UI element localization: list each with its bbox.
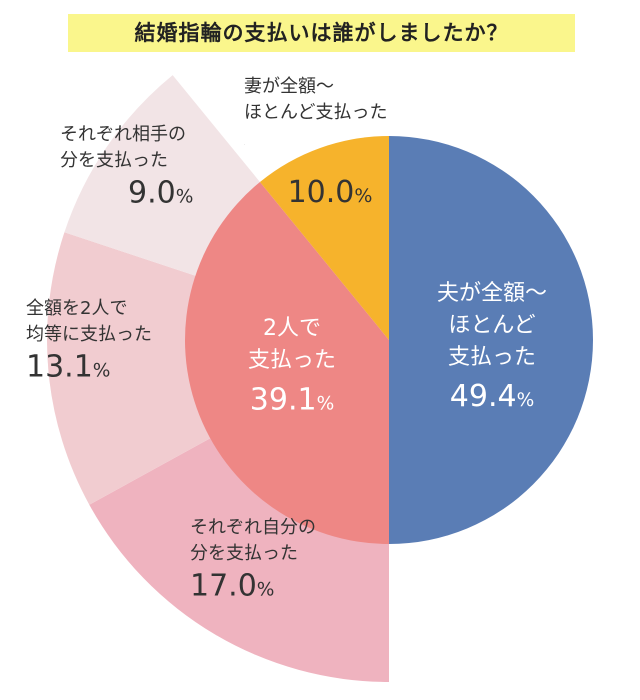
inner-slice-1 [185, 182, 389, 544]
label-inner-2-caption: 妻が全額〜ほとんど支払った% [244, 76, 387, 146]
slice-label: ほとんど [448, 313, 535, 338]
chart-title: 結婚指輪の支払いは誰がしましたか？ [68, 14, 575, 52]
slice-label: 分を支払った [190, 543, 298, 564]
slice-label: 妻が全額〜 [244, 76, 334, 97]
slice-label: 支払った [248, 348, 336, 373]
slice-label: ほとんど支払った [244, 102, 387, 123]
slice-label: 分を支払った [60, 150, 168, 171]
slice-label: それぞれ自分の [190, 517, 316, 538]
label-inner-0: 夫が全額〜ほとんど支払った 49.4% [437, 281, 547, 414]
slice-label: 均等に支払った [26, 324, 152, 345]
slice-label: 全額を2人で [26, 298, 127, 319]
inner-slice-0 [389, 136, 593, 544]
slice-value: % [244, 144, 245, 146]
inner-slice-2 [259, 136, 389, 340]
slice-label: それぞれ相手の [60, 124, 186, 145]
slice-label: 夫が全額〜 [437, 281, 547, 306]
slice-label: 支払った [448, 345, 536, 370]
slice-label: 2人で [263, 316, 321, 341]
slice-value: 49.4% [450, 379, 534, 414]
